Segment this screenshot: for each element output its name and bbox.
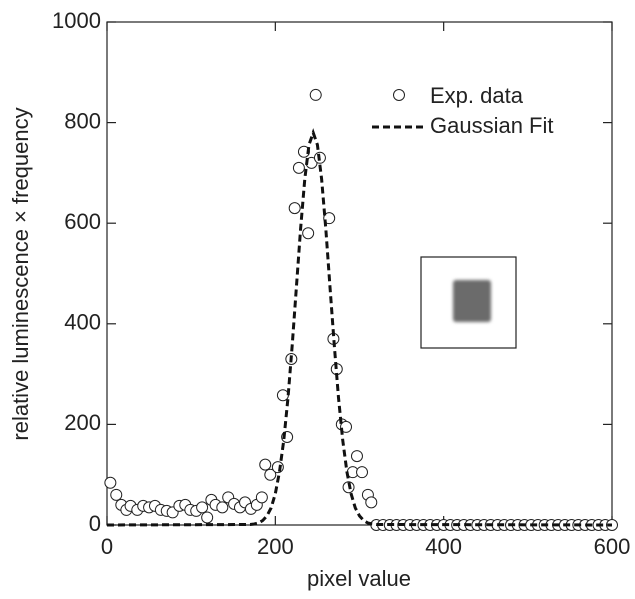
data-point bbox=[259, 458, 272, 471]
data-point bbox=[201, 511, 214, 524]
x-axis-label: pixel value bbox=[307, 566, 411, 591]
y-tick-label: 0 bbox=[89, 511, 101, 536]
y-tick-label: 200 bbox=[64, 410, 101, 435]
y-tick-label: 600 bbox=[64, 209, 101, 234]
data-point bbox=[309, 88, 322, 101]
inset-square bbox=[453, 280, 491, 322]
legend-label: Gaussian Fit bbox=[430, 113, 554, 138]
y-axis-label: relative luminescence × frequency bbox=[8, 107, 33, 440]
data-point bbox=[365, 496, 378, 509]
data-point bbox=[340, 420, 353, 433]
y-tick-label: 400 bbox=[64, 310, 101, 335]
y-tick-label: 1000 bbox=[52, 8, 101, 33]
x-tick-label: 200 bbox=[257, 534, 294, 559]
data-point bbox=[264, 468, 277, 481]
data-point bbox=[196, 501, 209, 514]
fit-line bbox=[106, 128, 613, 527]
data-point bbox=[110, 488, 123, 501]
data-point bbox=[255, 491, 268, 504]
legend-marker bbox=[393, 89, 405, 101]
data-point bbox=[216, 501, 229, 514]
legend-label: Exp. data bbox=[430, 83, 524, 108]
x-tick-label: 600 bbox=[594, 534, 631, 559]
inset-image bbox=[420, 256, 517, 349]
data-point bbox=[292, 161, 305, 174]
data-point bbox=[276, 389, 289, 402]
data-point bbox=[288, 202, 301, 215]
y-tick-label: 800 bbox=[64, 108, 101, 133]
x-tick-label: 400 bbox=[425, 534, 462, 559]
data-point bbox=[271, 461, 284, 474]
data-point bbox=[104, 476, 117, 489]
plot-frame bbox=[106, 21, 613, 526]
data-point bbox=[350, 450, 363, 463]
data-point bbox=[356, 466, 369, 479]
data-point bbox=[302, 227, 315, 240]
x-tick-label: 0 bbox=[101, 534, 113, 559]
